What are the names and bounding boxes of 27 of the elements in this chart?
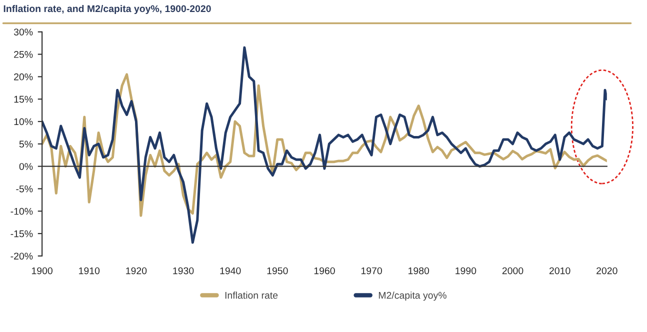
y-tick-label: -5% bbox=[16, 186, 33, 192]
x-tick-label: 1980 bbox=[408, 267, 430, 274]
legend-label: Inflation rate bbox=[225, 292, 278, 299]
x-tick-label: 1930 bbox=[173, 267, 194, 274]
x-tick-label: 2000 bbox=[502, 267, 524, 274]
x-tick-label: 1920 bbox=[126, 267, 147, 274]
x-tick-label: 1960 bbox=[314, 267, 335, 274]
y-tick-label: 25% bbox=[14, 51, 33, 58]
y-tick-label: 20% bbox=[14, 73, 33, 80]
x-tick-label: 1910 bbox=[79, 267, 100, 274]
x-tick-label: 1940 bbox=[220, 267, 241, 274]
x-tick-label: 1990 bbox=[456, 267, 476, 274]
y-tick-label: 30% bbox=[14, 28, 33, 36]
x-tick-label: 2010 bbox=[549, 267, 570, 274]
y-tick-label: -15% bbox=[10, 230, 33, 238]
y-tick-label: 10% bbox=[14, 118, 33, 126]
chart-title: Inflation rate, and M2/capita yoy%, 1900-2020 bbox=[4, 4, 211, 14]
x-tick-label: 1950 bbox=[267, 267, 288, 274]
y-tick-label: -10% bbox=[10, 208, 33, 215]
x-tick-label: 1900 bbox=[32, 267, 52, 274]
x-tick-label: 1970 bbox=[361, 267, 382, 274]
y-tick-label: 5% bbox=[19, 140, 33, 148]
y-tick-label: 15% bbox=[14, 96, 33, 103]
y-tick-label: -20% bbox=[10, 252, 33, 260]
y-tick-label: 0% bbox=[19, 163, 33, 170]
legend-label: M2/capita yoy% bbox=[378, 292, 446, 301]
x-tick-label: 2020 bbox=[596, 267, 618, 274]
